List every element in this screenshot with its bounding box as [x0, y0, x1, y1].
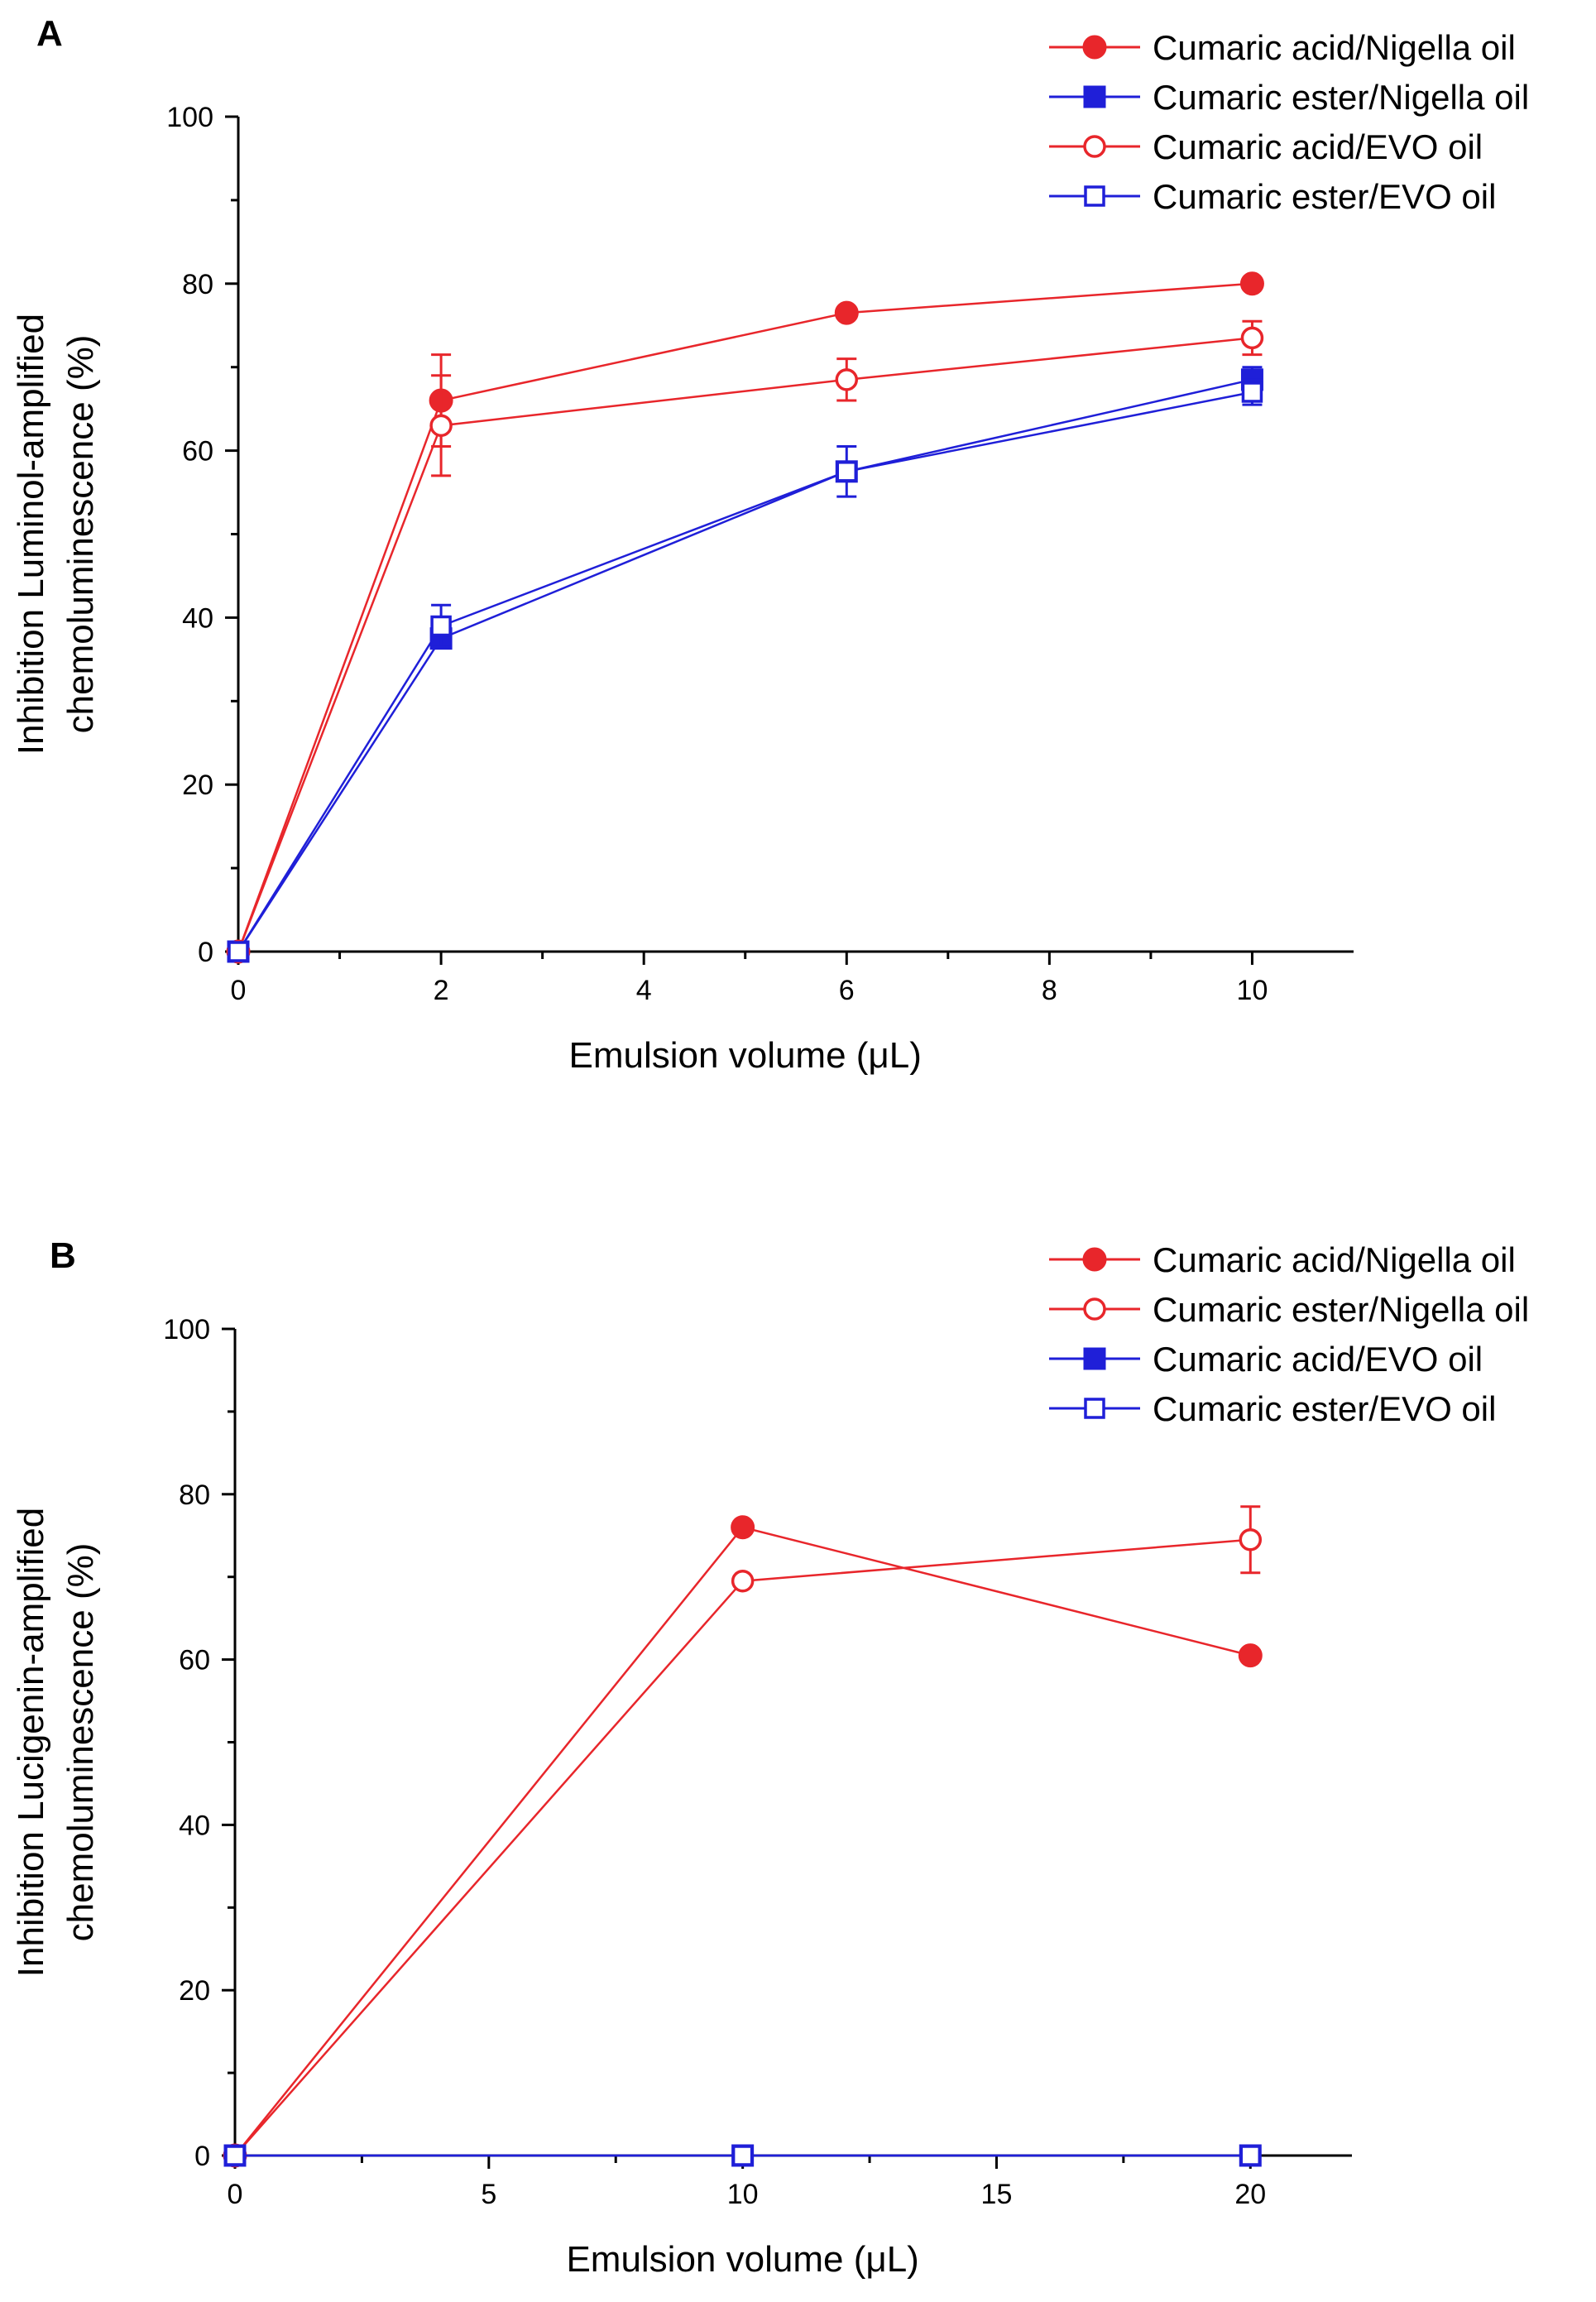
x-tick-label: 15: [981, 2179, 1013, 2210]
legend-marker: [1084, 185, 1105, 207]
series-4: [228, 378, 1263, 962]
data-point: [835, 368, 859, 391]
data-point: [1239, 2145, 1262, 2166]
y-tick-label: 40: [179, 1810, 210, 1841]
legend-item-1: Cumaric acid/Nigella oil: [1049, 1240, 1516, 1279]
data-point: [430, 615, 452, 637]
data-point: [224, 2145, 246, 2166]
x-tick-label: 4: [636, 975, 652, 1006]
x-tick-label: 5: [481, 2179, 496, 2210]
y-tick-label: 100: [163, 1314, 210, 1345]
series-2: [223, 1505, 1263, 2167]
legend-label: Cumaric ester/Nigella oil: [1153, 78, 1529, 117]
x-tick-label: 0: [228, 2179, 243, 2210]
legend-item-3: Cumaric acid/EVO oil: [1049, 1340, 1483, 1379]
y-tick-label: 0: [194, 2141, 210, 2172]
y-tick-label: 20: [182, 770, 213, 801]
legend-label: Cumaric acid/EVO oil: [1153, 1340, 1483, 1379]
series-line: [237, 337, 1253, 952]
data-point: [1240, 326, 1264, 350]
y-axis-label-line-2: chemoluminescence (%): [60, 1543, 101, 1942]
data-point: [1239, 1527, 1263, 1551]
legend-marker: [1083, 135, 1106, 158]
y-tick-label: 100: [166, 102, 213, 133]
series-2: [227, 366, 1263, 963]
y-tick-label: 60: [179, 1645, 210, 1676]
x-tick-label: 8: [1042, 975, 1057, 1006]
panel-label: A: [36, 13, 63, 54]
series-3: [227, 319, 1264, 963]
legend-label: Cumaric acid/EVO oil: [1153, 127, 1483, 166]
legend-item-3: Cumaric acid/EVO oil: [1049, 127, 1483, 166]
data-point: [836, 461, 858, 482]
data-point: [228, 941, 249, 962]
data-point: [834, 300, 859, 325]
series-line: [234, 1538, 1251, 2156]
legend-marker: [1084, 1398, 1105, 1419]
x-tick-label: 2: [434, 975, 449, 1006]
data-point: [1239, 271, 1264, 296]
series-line: [237, 378, 1253, 952]
panel-label: B: [50, 1235, 76, 1276]
chart-b-svg: B 0 20 40 60 80 100 0 5 10 15 20 Emulsion volume (μL…: [11, 1235, 1529, 2280]
legend-item-4: Cumaric ester/EVO oil: [1049, 1389, 1496, 1428]
series-line: [237, 391, 1253, 952]
legend-label: Cumaric ester/EVO oil: [1153, 177, 1496, 216]
data-point: [731, 2145, 754, 2166]
series-1: [226, 271, 1264, 964]
data-point: [1241, 381, 1263, 403]
legend-marker: [1082, 35, 1107, 60]
y-tick-label: 80: [179, 1480, 210, 1511]
x-tick-label: 10: [727, 2179, 759, 2210]
legend-item-1: Cumaric acid/Nigella oil: [1049, 28, 1516, 67]
legend-marker: [1082, 1247, 1107, 1272]
x-axis-label: Emulsion volume (μL): [569, 1035, 922, 1076]
y-axis-label-line-1: Inhibition Lucigenin-amplified: [11, 1508, 51, 1977]
x-tick-label: 20: [1234, 2179, 1266, 2210]
data-point: [731, 1515, 755, 1540]
legend-item-2: Cumaric ester/Nigella oil: [1049, 78, 1529, 117]
legend-label: Cumaric ester/EVO oil: [1153, 1389, 1496, 1428]
chart-panel-b: B 0 20 40 60 80 100 0 5 10 15 20 Emulsion volume (μL…: [0, 1216, 1596, 2302]
y-tick-label: 0: [198, 937, 213, 968]
legend-marker: [1083, 85, 1106, 108]
legend-item-2: Cumaric ester/Nigella oil: [1049, 1290, 1529, 1329]
x-axis-label: Emulsion volume (μL): [566, 2239, 918, 2280]
chart-a-svg: A 0 20 40 60 80 100 0 2 4 6 8 10 Emulsion volume (μL)…: [11, 13, 1529, 1076]
x-tick-label: 6: [839, 975, 855, 1006]
y-tick-label: 60: [182, 436, 213, 468]
data-point: [731, 1569, 755, 1593]
legend-label: Cumaric acid/Nigella oil: [1153, 28, 1516, 67]
data-point: [429, 414, 453, 438]
legend-item-4: Cumaric ester/EVO oil: [1049, 177, 1496, 216]
series-1: [223, 1515, 1263, 2168]
series-4: [224, 2145, 1262, 2166]
y-tick-label: 80: [182, 269, 213, 300]
y-axis-label-line-1: Inhibition Luminol-amplified: [11, 314, 51, 755]
x-tick-label: 0: [231, 975, 247, 1006]
data-point: [1238, 1643, 1263, 1668]
legend-label: Cumaric acid/Nigella oil: [1153, 1240, 1516, 1279]
legend-marker: [1083, 1297, 1106, 1321]
legend-marker: [1083, 1347, 1106, 1370]
y-axis-label-line-2: chemoluminescence (%): [60, 335, 101, 734]
series-line: [237, 282, 1253, 952]
series-line: [234, 1526, 1251, 2156]
y-tick-label: 20: [179, 1975, 210, 2007]
x-tick-label: 10: [1237, 975, 1268, 1006]
chart-panel-a: A 0 20 40 60 80 100 0 2 4 6 8 10 Emulsion volume (μL)…: [0, 0, 1596, 1109]
legend-label: Cumaric ester/Nigella oil: [1153, 1290, 1529, 1329]
y-tick-label: 40: [182, 602, 213, 634]
